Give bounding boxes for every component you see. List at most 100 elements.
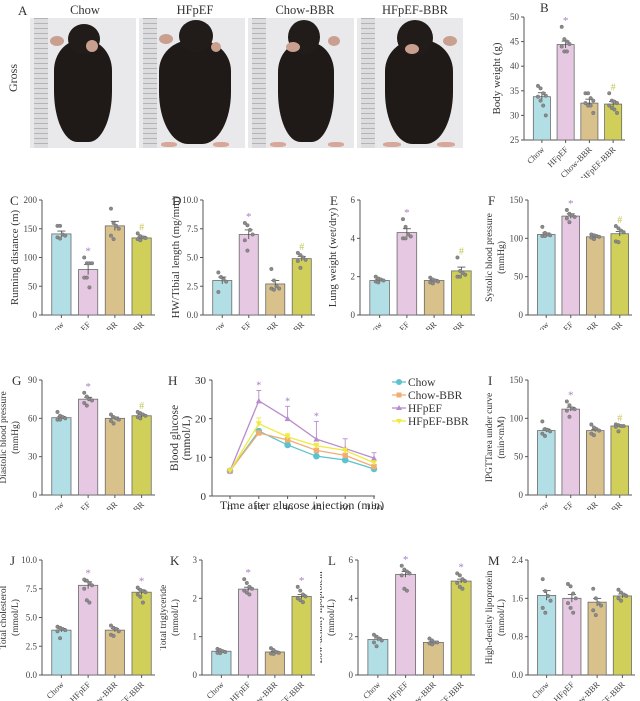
data-point-hfpef-bbr (342, 447, 349, 454)
photo-title-hfpef-bbr: HFpEF-BBR (382, 3, 448, 17)
data-point-hfpef-bbr (313, 443, 320, 449)
data-point (564, 207, 569, 212)
bar-chow (537, 430, 556, 496)
y-tick-label: 10.0 (21, 555, 37, 565)
data-point (540, 605, 545, 610)
y-tick-label: 6 (351, 195, 356, 205)
bar-hfpef (561, 408, 580, 496)
ruler (143, 18, 157, 148)
bar-hfpef-bbr (612, 595, 632, 676)
data-point (613, 224, 618, 229)
x-tick-label: HFpEF (228, 319, 253, 330)
legend-label-chow: Chow (408, 377, 436, 389)
data-point (248, 227, 253, 232)
data-point (58, 223, 63, 228)
y-tick-label: 1 (193, 632, 198, 642)
data-point (143, 413, 148, 418)
x-tick-label: Chow (363, 319, 385, 330)
y-tick-label: 0 (33, 490, 38, 500)
data-point (591, 433, 596, 438)
y-tick-label: 35 (510, 86, 520, 96)
data-point (400, 217, 405, 222)
y-axis-label: HW/Tibial length (mg/mm) (170, 196, 182, 318)
data-point (573, 596, 578, 601)
legend-marker (396, 392, 402, 398)
data-point (455, 581, 460, 586)
panel-letter-m: M (488, 553, 500, 568)
x-tick-label: Chow-BBR (402, 679, 438, 701)
data-point (303, 594, 308, 599)
data-point (535, 94, 540, 99)
y-tick-label: 50 (514, 452, 524, 462)
bar-hfpef-bbr (291, 596, 312, 676)
data-point (250, 586, 255, 591)
y-tick-label: 0.0 (26, 670, 38, 680)
data-point (572, 407, 577, 412)
x-tick-label: 30 (282, 503, 294, 510)
data-point (543, 113, 548, 118)
data-point (63, 628, 68, 633)
data-point-hfpef (371, 455, 377, 461)
panel-letter-a: A (18, 3, 28, 18)
data-point (588, 96, 593, 101)
data-point (276, 650, 281, 655)
y-tick-label: 30 (195, 375, 207, 387)
significance-star: * (85, 381, 91, 393)
data-point (404, 588, 409, 593)
data-point (242, 238, 247, 243)
bar-chow (537, 234, 556, 316)
data-point (567, 403, 572, 408)
data-point (540, 224, 545, 229)
y-tick-label: 2.4 (512, 555, 524, 565)
data-point-chow-bbr (371, 463, 377, 470)
y-tick-label: 50 (514, 272, 524, 282)
data-point (559, 24, 564, 29)
y-tick-label: 45 (510, 37, 520, 47)
data-point (621, 230, 626, 235)
data-point (114, 223, 119, 228)
data-point (108, 418, 113, 423)
data-point-chow (284, 441, 291, 449)
data-point (463, 272, 468, 277)
mouse-photo-chow (30, 18, 136, 148)
data-point (84, 394, 89, 399)
panel-letter-g: G (12, 373, 21, 388)
bar-chow (212, 280, 233, 316)
data-point (548, 233, 553, 238)
mouse-photo-hfpef-bbr (357, 18, 463, 148)
data-point (564, 39, 569, 44)
ruler (252, 18, 266, 148)
data-point (564, 216, 569, 221)
data-point (116, 417, 121, 422)
y-tick-label: 6 (349, 555, 354, 565)
y-tick-label: 150 (510, 375, 524, 385)
y-tick-label: 0.0 (512, 670, 524, 680)
data-point (111, 221, 116, 226)
y-tick-label: 7.5 (26, 584, 38, 594)
data-point (244, 581, 249, 586)
y-tick-label: 2.5 (187, 281, 199, 291)
bar-chow-bbr (104, 417, 125, 496)
bar-chow (211, 650, 232, 676)
y-tick-label: 150 (510, 195, 524, 205)
data-point (87, 581, 92, 586)
x-tick-label: Chow (361, 679, 383, 701)
y-axis-label: IPGTTarea under curve (485, 393, 495, 483)
data-point (271, 278, 276, 283)
data-point (593, 613, 598, 618)
data-point (277, 286, 282, 291)
photo-title-chow: Chow (70, 3, 100, 17)
y-axis-label: Total triglyceride (160, 585, 169, 651)
data-point (588, 103, 593, 108)
x-tick-label: HFpEF (387, 319, 412, 330)
data-point-chow-bbr (313, 447, 320, 454)
data-point (218, 651, 223, 656)
y-axis-label: (mmHg) (496, 241, 507, 274)
significance-star: * (85, 246, 91, 258)
y-tick-label: 200 (24, 195, 38, 205)
y-tick-label: 40 (510, 61, 520, 71)
y-tick-label: 100 (510, 413, 524, 423)
y-tick-label: 100 (24, 253, 38, 263)
data-point (371, 640, 376, 645)
data-point (84, 403, 89, 408)
